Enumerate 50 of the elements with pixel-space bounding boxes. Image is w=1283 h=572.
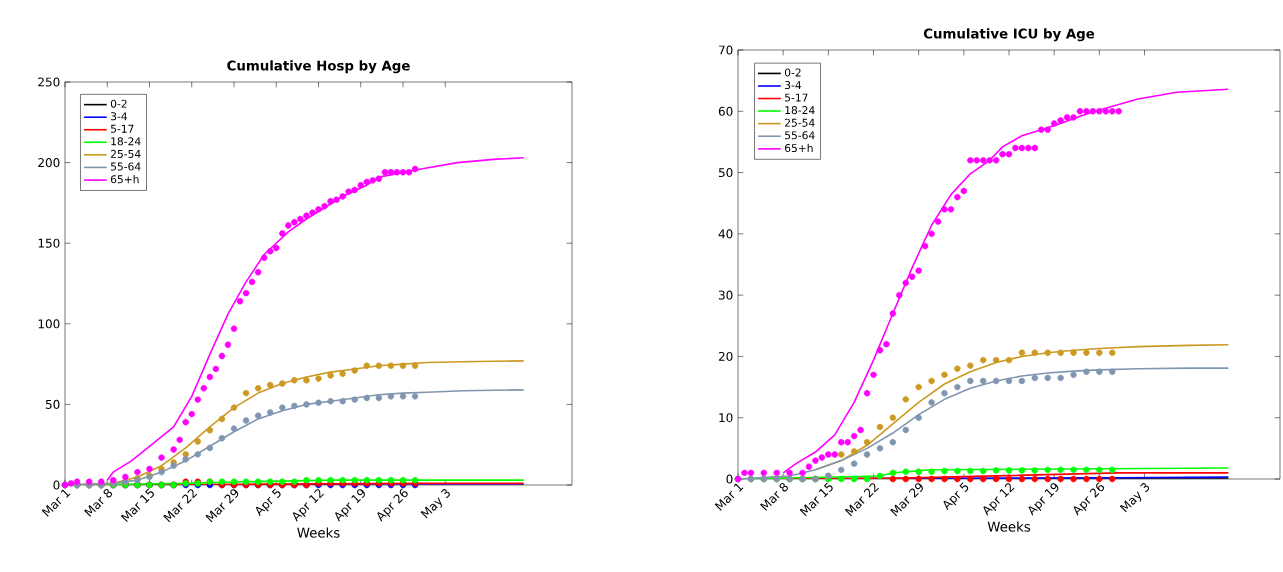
- x-tick-label: Apr 26: [377, 488, 408, 522]
- legend-label: 3-4: [110, 112, 127, 121]
- x-axis-title: Weeks: [297, 527, 340, 538]
- y-tick-label: 30: [718, 290, 733, 300]
- x-tick-label: Apr 12: [292, 489, 324, 522]
- x-tick-label: Mar 15: [120, 488, 154, 523]
- x-tick-label: Mar 8: [84, 488, 113, 517]
- x-tick-label: Apr 26: [1073, 482, 1105, 516]
- legend-label: 25-54: [785, 118, 815, 127]
- legend-label: 5-17: [110, 124, 134, 133]
- legend-label: 65+h: [784, 143, 813, 153]
- y-tick-label: 250: [38, 77, 60, 87]
- x-tick-label: Apr 19: [1028, 483, 1059, 516]
- legend-label: 18-24: [111, 137, 141, 146]
- x-axis-title: Weeks: [987, 521, 1031, 532]
- x-tick-label: Mar 29: [890, 483, 923, 517]
- legend-label: 0-2: [110, 99, 127, 108]
- x-tick-label: Mar 22: [844, 483, 879, 517]
- legend-label: 3-4: [785, 81, 802, 90]
- x-tick-label: Mar 22: [163, 489, 198, 523]
- x-tick-label: Mar 1: [714, 483, 744, 511]
- y-tick-label: 100: [38, 319, 60, 329]
- y-tick-label: 150: [38, 238, 60, 248]
- chart-title: Cumulative ICU by Age: [923, 28, 1095, 42]
- legend-label: 0-2: [784, 68, 801, 77]
- legend-label: 55-64: [110, 162, 141, 171]
- chart-title: Cumulative Hosp by Age: [227, 60, 410, 74]
- x-tick-label: Mar 1: [41, 489, 71, 517]
- y-tick-label: 10: [719, 413, 733, 423]
- legend-label: 65+h: [110, 175, 139, 184]
- y-tick-label: 0: [53, 480, 60, 490]
- y-tick-label: 40: [718, 229, 733, 239]
- y-tick-label: 50: [718, 168, 733, 178]
- legend-label: 55-64: [785, 131, 815, 140]
- y-tick-label: 60: [718, 106, 733, 116]
- x-tick-label: Mar 8: [760, 482, 788, 511]
- x-tick-label: Apr 19: [335, 489, 366, 522]
- y-tick-label: 70: [719, 45, 733, 55]
- x-tick-label: Apr 5: [255, 488, 281, 517]
- y-tick-label: 0: [726, 474, 733, 484]
- x-tick-label: Mar 15: [799, 482, 833, 517]
- legend-label: 25-54: [110, 149, 141, 158]
- legend-label: 5-17: [785, 93, 808, 102]
- legend-label: 18-24: [785, 106, 815, 115]
- y-tick-label: 50: [45, 399, 60, 409]
- x-tick-label: Mar 29: [205, 489, 239, 523]
- x-tick-label: Apr 12: [983, 483, 1015, 516]
- y-tick-label: 200: [38, 158, 60, 168]
- x-tick-label: Apr 5: [943, 482, 969, 511]
- y-tick-label: 20: [718, 351, 733, 361]
